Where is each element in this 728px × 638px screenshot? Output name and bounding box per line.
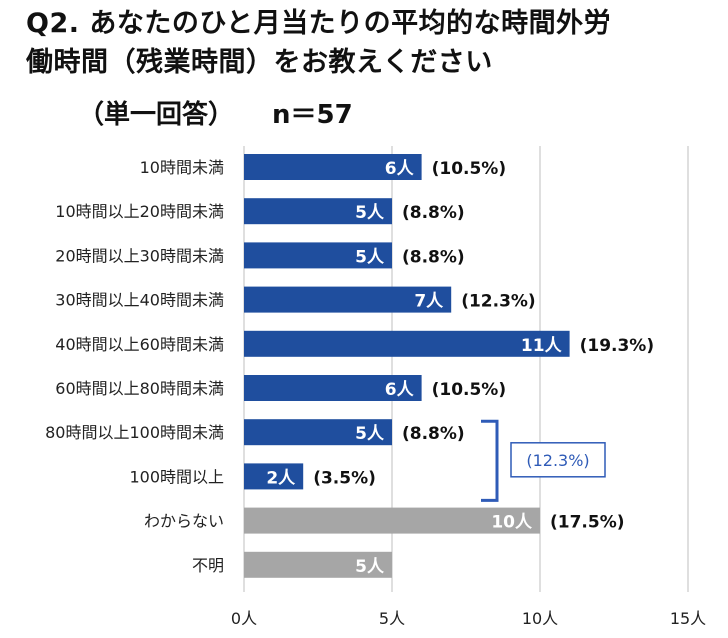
chart-title-line-1: Q2. あなたのひと月当たりの平均的な時間外労	[26, 8, 612, 39]
bar	[244, 507, 540, 534]
bar-percent-label: (3.5%)	[313, 468, 376, 488]
chart-title: Q2. あなたのひと月当たりの平均的な時間外労 働時間（残業時間）をお教えくださ…	[26, 4, 716, 82]
bar	[244, 330, 570, 357]
bar-value-label: 6人	[385, 159, 415, 179]
category-label: 20時間以上30時間未満	[55, 246, 224, 265]
bracket-total-box	[510, 442, 606, 478]
bar-percent-label: (8.8%)	[402, 247, 465, 267]
category-label: わからない	[144, 512, 224, 531]
bar-value-label: 7人	[414, 292, 444, 312]
bracket-total-label: (12.3%)	[526, 451, 589, 470]
x-tick-label: 10人	[522, 609, 558, 628]
bar-value-label: 5人	[355, 557, 385, 577]
bar-percent-label: (8.8%)	[402, 424, 465, 444]
category-label: 10時間以上20時間未満	[55, 202, 224, 221]
bar	[244, 154, 422, 180]
category-label: 30時間以上40時間未満	[55, 291, 224, 310]
category-label: 不明	[192, 556, 224, 575]
sample-size-label: n＝57	[272, 100, 353, 130]
bar	[244, 286, 452, 313]
bar	[244, 419, 392, 446]
bar	[244, 375, 422, 401]
bar	[244, 242, 392, 269]
chart-title-line-2: 働時間（残業時間）をお教えください	[26, 47, 493, 78]
bar-value-label: 5人	[355, 203, 385, 223]
x-tick-label: 15人	[670, 609, 706, 628]
bar	[244, 198, 392, 225]
bar-value-label: 2人	[266, 468, 296, 488]
bar-value-label: 11人	[521, 336, 563, 356]
bar-percent-label: (10.5%)	[432, 159, 507, 179]
bar-value-label: 6人	[385, 380, 415, 400]
category-label: 10時間未満	[140, 158, 224, 177]
category-label: 60時間以上80時間未満	[55, 379, 224, 398]
bar-percent-label: (10.5%)	[432, 380, 507, 400]
category-label: 80時間以上100時間未満	[45, 423, 224, 442]
bar-percent-label: (8.8%)	[402, 203, 465, 223]
bar	[244, 551, 392, 578]
bar-percent-label: (17.5%)	[550, 513, 625, 533]
bar-value-label: 10人	[491, 513, 533, 533]
category-label: 100時間以上	[129, 467, 224, 486]
bar-value-label: 5人	[355, 247, 385, 267]
category-label: 40時間以上60時間未満	[55, 335, 224, 354]
bar-percent-label: (12.3%)	[461, 292, 536, 312]
x-tick-label: 5人	[379, 609, 405, 628]
bar-percent-label: (19.3%)	[580, 336, 655, 356]
grouping-bracket	[481, 419, 499, 502]
bar-value-label: 5人	[355, 424, 385, 444]
answer-type-label: （単一回答）	[78, 100, 235, 130]
x-tick-label: 0人	[231, 609, 257, 628]
bar	[244, 463, 304, 490]
